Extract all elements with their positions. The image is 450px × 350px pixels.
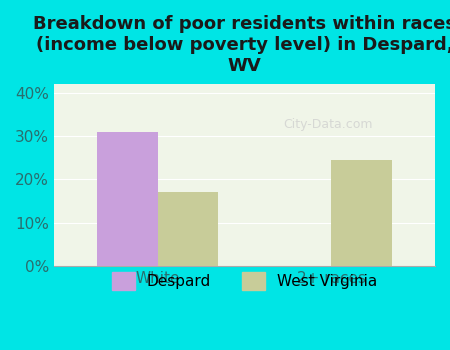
Bar <box>97 132 158 266</box>
Title: Breakdown of poor residents within races
(income below poverty level) in Despard: Breakdown of poor residents within races… <box>33 15 450 75</box>
Bar <box>158 193 218 266</box>
Bar <box>331 160 392 266</box>
Text: City-Data.com: City-Data.com <box>284 118 373 131</box>
Legend: Despard, West Virginia: Despard, West Virginia <box>104 264 385 298</box>
